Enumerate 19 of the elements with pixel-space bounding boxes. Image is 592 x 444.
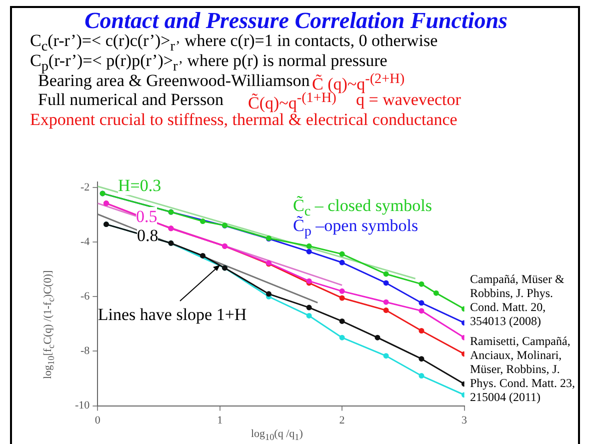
x-axis-title: log$_{10}$(q /q$_{1}$): [250, 428, 303, 442]
text: Campañá, Müser & Robbins, J. Phys. Cond. Matt. 20, 354013 (2008): [470, 272, 566, 328]
annotation: C̃$_{p}$ –open symbols: [293, 216, 418, 242]
x-tick-label: 1: [217, 414, 223, 426]
annotation: 0.8: [137, 226, 158, 245]
y-tick-label: -10: [74, 400, 90, 412]
text: Ramisetti, Campañá, Anciaux, Molinari, Müser, Robbins, J. Phys. Cond. Matt. 23, 215004 (2011): [470, 334, 576, 404]
text: Full numerical and Persson: [38, 90, 224, 109]
x-tick-label: 3: [462, 414, 468, 426]
y-tick-label: -4: [80, 236, 90, 248]
annotation: H=0.3: [118, 176, 162, 195]
y-tick-label: -2: [80, 181, 90, 194]
x-tick-label: 2: [339, 414, 345, 426]
annotation: Lines have slope 1+H: [98, 305, 247, 324]
y-tick-label: -8: [80, 345, 90, 358]
x-tick-label: 0: [94, 414, 101, 426]
annotation: 0.5: [136, 207, 158, 226]
y-tick-label: -6: [80, 290, 90, 303]
chart-title: Contact and Pressure Correlation Functions: [84, 8, 508, 33]
